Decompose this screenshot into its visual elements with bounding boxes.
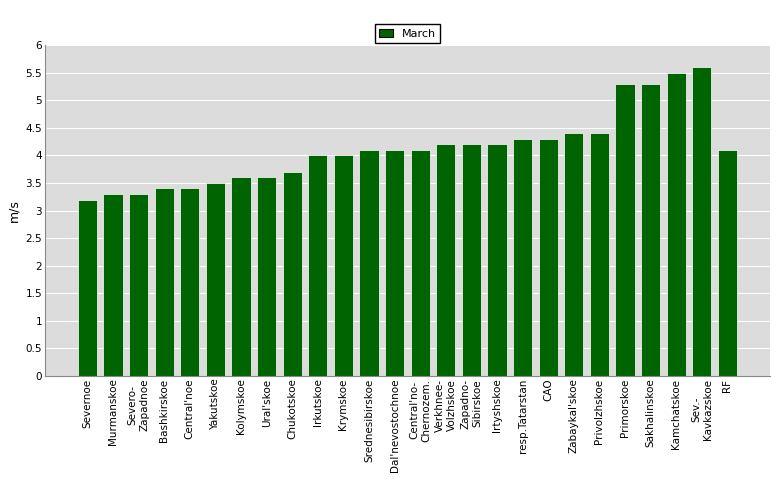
Bar (667, 73, 686, 376)
Bar (436, 145, 455, 376)
Bar (513, 139, 532, 376)
Bar (692, 67, 712, 376)
Bar (206, 183, 225, 376)
Bar (590, 134, 609, 376)
Bar (232, 178, 251, 376)
Bar (641, 84, 660, 376)
Bar (283, 172, 302, 376)
Bar (564, 134, 584, 376)
Bar (78, 200, 97, 376)
Bar (718, 150, 737, 376)
Bar (538, 139, 558, 376)
Bar (257, 178, 277, 376)
Bar (180, 189, 200, 376)
Bar (308, 156, 327, 376)
Legend: March: March (375, 24, 440, 44)
Bar (487, 145, 507, 376)
Bar (155, 189, 174, 376)
Bar (334, 156, 353, 376)
Bar (360, 150, 378, 376)
Bar (129, 194, 148, 376)
Y-axis label: m/s: m/s (7, 199, 20, 222)
Bar (385, 150, 404, 376)
Bar (103, 194, 123, 376)
Bar (615, 84, 635, 376)
Bar (462, 145, 481, 376)
Bar (411, 150, 430, 376)
